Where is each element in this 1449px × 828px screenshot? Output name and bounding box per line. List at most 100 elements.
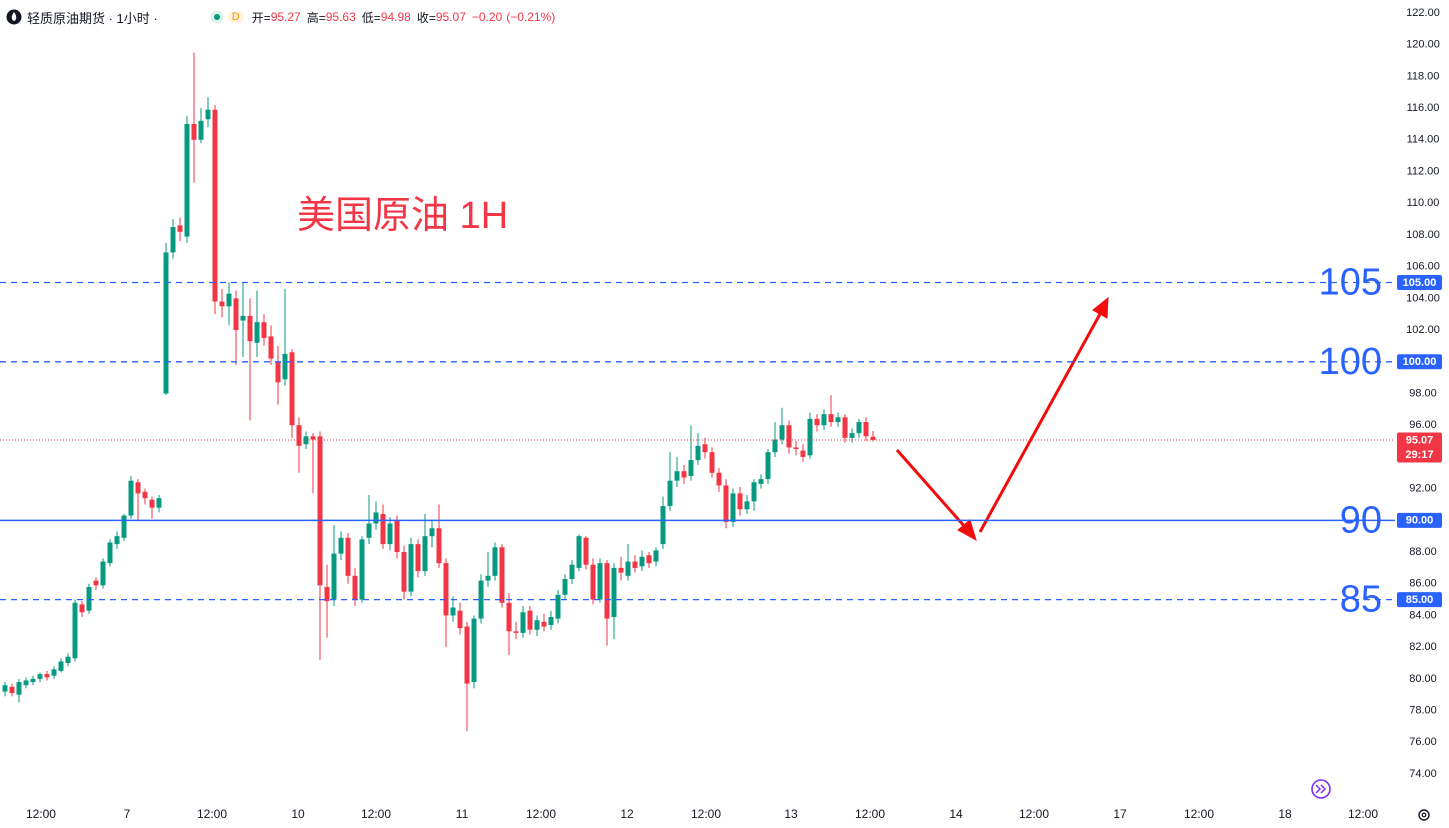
- candle-body: [16, 682, 22, 695]
- candle-body: [807, 418, 813, 456]
- candle-body: [268, 336, 274, 359]
- y-tick-label: 82.00: [1409, 641, 1437, 653]
- low-value: 94.98: [380, 10, 411, 24]
- annotation: 美国原油 1H: [297, 195, 508, 237]
- level-tag: [1397, 354, 1442, 370]
- candle-body: [793, 447, 799, 449]
- level-label: 85: [1340, 579, 1382, 621]
- candle-body: [373, 512, 379, 524]
- candle-body: [604, 563, 610, 619]
- status-icon: [210, 10, 224, 24]
- candle-body: [688, 460, 694, 476]
- candle-body: [387, 523, 393, 545]
- level-tag: [1397, 275, 1442, 291]
- y-tick-label: 98.00: [1409, 387, 1437, 399]
- candle-body: [233, 298, 239, 331]
- candle-body: [408, 544, 414, 592]
- candle-body: [737, 493, 743, 510]
- candle-body: [359, 539, 365, 600]
- candle-body: [51, 669, 57, 676]
- candle-body: [541, 621, 547, 627]
- candle-body: [660, 506, 666, 545]
- candle-body: [618, 567, 624, 573]
- candle-body: [289, 352, 295, 426]
- candle-body: [9, 686, 15, 694]
- candle-body: [667, 480, 673, 507]
- candle-body: [100, 561, 106, 586]
- candle-body: [128, 480, 134, 516]
- replay-glyph: [1315, 784, 1327, 794]
- x-tick-label: 12:00: [855, 807, 885, 821]
- candle-body: [247, 315, 253, 342]
- y-tick-label: 96.00: [1409, 419, 1437, 431]
- candle-body: [576, 536, 582, 568]
- candle-body: [338, 537, 344, 554]
- replay-button[interactable]: [1311, 779, 1331, 799]
- y-tick-label: 84.00: [1409, 609, 1437, 621]
- candle-body: [226, 293, 232, 307]
- badge: D: [227, 11, 244, 23]
- candle-body: [485, 575, 491, 581]
- candle-body: [751, 482, 757, 502]
- x-tick-label: 14: [949, 807, 963, 821]
- candle-body: [730, 493, 736, 522]
- candle-body: [786, 425, 792, 448]
- candle-body: [366, 523, 372, 538]
- arrow-head: [957, 519, 977, 542]
- candle-body: [744, 501, 750, 510]
- candle-body: [135, 482, 141, 494]
- candle-body: [380, 513, 386, 545]
- change: −0.20: [471, 10, 503, 24]
- high-label: 高=: [306, 10, 326, 25]
- plot: [2, 52, 876, 732]
- price-axis: 74.00 76.00 78.00 80.00 82.00 84.00 86.00 88.00…: [26, 7, 1440, 821]
- candle-body: [352, 575, 358, 600]
- candle-body: [716, 472, 722, 486]
- level-label: 90: [1340, 499, 1382, 541]
- y-tick-label: 108.00: [1406, 229, 1440, 241]
- candle-body: [121, 515, 127, 538]
- x-tick-label: 13: [784, 807, 798, 821]
- candle-body: [156, 498, 162, 508]
- candle-body: [254, 322, 260, 343]
- candle-body: [856, 422, 862, 434]
- candle-body: [58, 661, 64, 671]
- candle-body: [499, 547, 505, 603]
- y-tick-label: 78.00: [1409, 704, 1437, 716]
- candle-body: [212, 109, 218, 302]
- candle-body: [44, 674, 50, 678]
- settings-icon[interactable]: [1418, 809, 1430, 821]
- y-tick-label: 116.00: [1407, 102, 1440, 114]
- y-tick-label: 104.00: [1406, 292, 1440, 304]
- x-tick-label: 12:00: [26, 807, 56, 821]
- candle-body: [569, 564, 575, 579]
- candle-body: [492, 547, 498, 576]
- candle-body: [632, 561, 638, 568]
- candle-body: [23, 680, 29, 686]
- header: 轻质原油期货 · 1小时 · D 开= 95.27 高= 95.63 低= 94.98…: [6, 8, 561, 26]
- level-tag-label: 100.00: [1403, 356, 1437, 368]
- candle-body: [310, 436, 316, 440]
- candle-body: [394, 520, 400, 553]
- open-label: 开=: [251, 10, 271, 25]
- x-tick-label: 12: [620, 807, 634, 821]
- candle-body: [625, 561, 631, 576]
- candle-body: [296, 425, 302, 446]
- candle-body: [674, 471, 680, 481]
- candle-body: [702, 444, 708, 453]
- candle-body: [114, 536, 120, 545]
- replay-icon[interactable]: [1311, 779, 1331, 799]
- candle-body: [527, 610, 533, 630]
- candle-body: [261, 322, 267, 339]
- x-tick-label: 12:00: [1348, 807, 1378, 821]
- x-tick-label: 17: [1113, 807, 1127, 821]
- level-label: 100: [1319, 341, 1382, 383]
- settings-button[interactable]: [1418, 809, 1430, 821]
- candle-body: [800, 450, 806, 457]
- candle-body: [590, 564, 596, 600]
- symbol-icon: [6, 9, 22, 25]
- candle-body: [443, 563, 449, 616]
- x-tick-label: 10: [291, 807, 305, 821]
